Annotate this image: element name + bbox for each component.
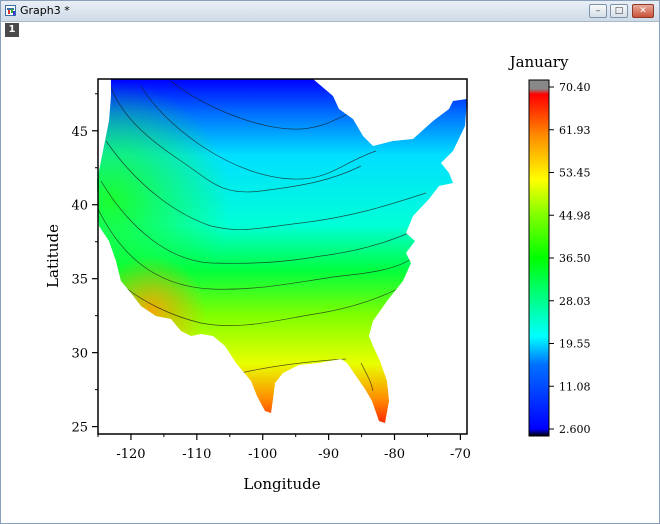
- plot-frame: [97, 78, 468, 435]
- x-tick-label: -80: [384, 447, 405, 462]
- colorbar: January 70.40 61.93 53.45 44.98 36.50 28.03 19…: [508, 53, 591, 437]
- title-bar[interactable]: Graph3 * – □ ✕: [1, 1, 659, 22]
- y-axis-label: Latitude: [44, 224, 62, 288]
- y-tick-label: 30: [71, 347, 88, 362]
- y-tick-label: 45: [71, 125, 88, 140]
- colorbar-tick-label: 19.55: [559, 338, 591, 351]
- x-tick-label: -120: [116, 447, 145, 462]
- colorbar-tick-label: 28.03: [559, 295, 591, 308]
- heatmap-map: [97, 79, 467, 423]
- colorbar-tick-label: 2.600: [559, 423, 591, 436]
- colorbar-tick-label: 61.93: [559, 124, 591, 137]
- colorbar-tick-label: 36.50: [559, 252, 591, 265]
- y-tick-label: 40: [71, 199, 88, 214]
- colorbar-tick-label: 70.40: [559, 81, 591, 94]
- layer-tab[interactable]: 1: [5, 23, 19, 37]
- colorbar-ticks: 70.40 61.93 53.45 44.98 36.50 28.03 19.55 11.08…: [549, 81, 591, 436]
- minimize-button[interactable]: –: [589, 4, 607, 18]
- colorbar-tick-label: 53.45: [559, 167, 591, 180]
- x-tick-label: -110: [182, 447, 211, 462]
- contour-lines: [97, 80, 427, 392]
- x-tick-label: -100: [248, 447, 277, 462]
- graph-window-icon: [5, 5, 16, 16]
- axes: -120 -110 -100 -90 -80 -70 25 30 35 40 45: [71, 93, 471, 462]
- colorbar-tick-label: 11.08: [559, 380, 591, 393]
- y-tick-label: 35: [71, 273, 88, 288]
- maximize-button[interactable]: □: [610, 4, 628, 18]
- colorbar-tick-label: 44.98: [559, 209, 591, 222]
- colorbar-title: January: [508, 53, 569, 71]
- x-axis-label: Longitude: [243, 475, 320, 493]
- colorbar-gradient: [528, 79, 550, 437]
- x-tick-label: -70: [450, 447, 471, 462]
- y-tick-label: 25: [71, 421, 88, 436]
- x-tick-label: -90: [318, 447, 339, 462]
- close-button[interactable]: ✕: [632, 4, 654, 18]
- window-title: Graph3 *: [20, 4, 70, 17]
